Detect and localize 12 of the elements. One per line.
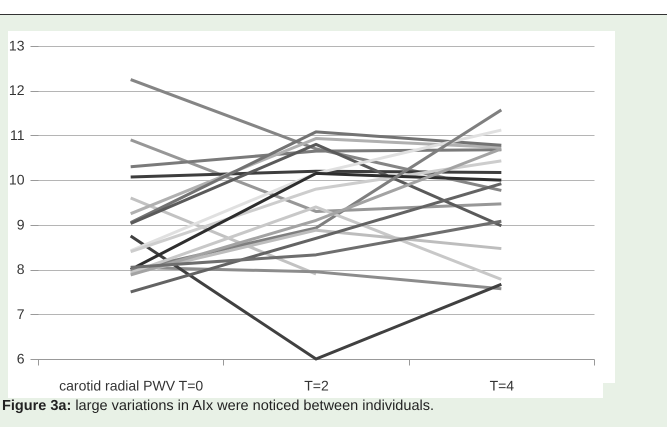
caption: Figure 3a: large variations in AIx were noticed between individuals. bbox=[2, 398, 434, 414]
y-tick-label: 6 bbox=[16, 350, 25, 366]
y-tick-label: 7 bbox=[16, 306, 25, 322]
x-tick-label: T=2 bbox=[304, 378, 329, 394]
y-tick-label: 9 bbox=[16, 216, 25, 232]
y-tick-label: 13 bbox=[8, 38, 25, 54]
y-tick-label: 10 bbox=[8, 172, 25, 188]
y-tick-label: 11 bbox=[10, 126, 25, 143]
y-tick-label: 12 bbox=[8, 82, 25, 98]
x-tick-label: T=4 bbox=[490, 378, 514, 394]
y-tick-label: 8 bbox=[16, 261, 25, 278]
x-tick-label: carotid radial PWV T=0 bbox=[59, 378, 204, 394]
